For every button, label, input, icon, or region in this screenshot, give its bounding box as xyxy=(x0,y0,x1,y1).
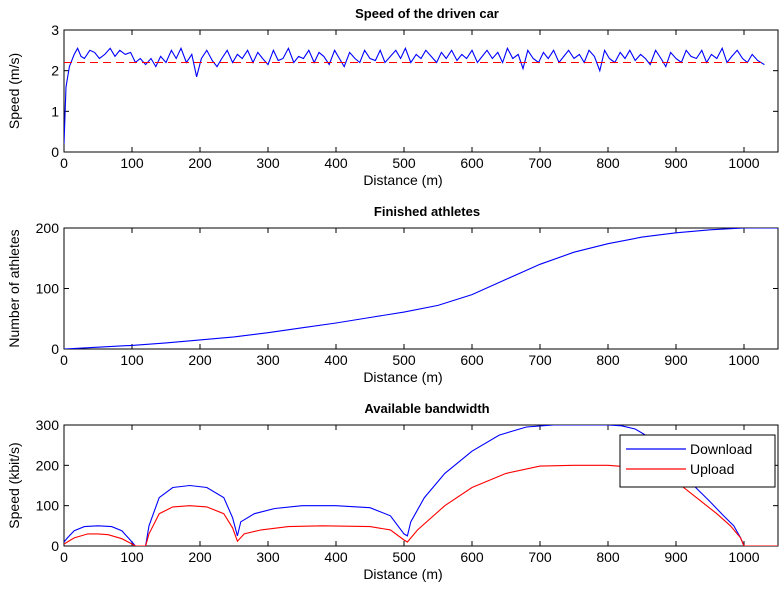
x-tick-label: 500 xyxy=(392,352,416,368)
plot-area xyxy=(63,29,779,153)
y-axis-label: Number of athletes xyxy=(6,229,22,347)
x-tick-label: 0 xyxy=(60,155,68,171)
x-axis-label: Distance (m) xyxy=(363,369,442,385)
x-axis-label: Distance (m) xyxy=(363,566,442,582)
plot-area xyxy=(63,227,779,350)
x-tick-label: 600 xyxy=(460,549,484,565)
x-tick-label: 400 xyxy=(324,549,348,565)
x-tick-label: 400 xyxy=(324,352,348,368)
x-tick-label: 600 xyxy=(460,352,484,368)
chart-title: Speed of the driven car xyxy=(355,6,499,21)
x-tick-label: 700 xyxy=(528,549,552,565)
legend-label-download: Download xyxy=(690,441,752,457)
x-tick-label: 900 xyxy=(664,155,688,171)
x-tick-label: 1000 xyxy=(728,155,759,171)
chart-1: 0 100 200 300 400 500 600 700 800 900 1000 0 1 2 3 Spee… xyxy=(6,6,779,188)
x-tick-label: 800 xyxy=(596,155,620,171)
y-tick-label: 1 xyxy=(51,103,59,119)
x-tick-label: 900 xyxy=(664,352,688,368)
y-tick-label: 0 xyxy=(51,144,59,160)
x-tick-label: 500 xyxy=(392,549,416,565)
legend-box xyxy=(619,434,776,488)
series-1-line xyxy=(64,46,765,144)
x-tick-label: 500 xyxy=(392,155,416,171)
y-tick-label: 200 xyxy=(36,220,60,236)
x-tick-label: 1000 xyxy=(728,549,759,565)
x-tick-label: 1000 xyxy=(728,352,759,368)
y-axis-label: Speed (m/s) xyxy=(6,53,22,129)
x-tick-label: 400 xyxy=(324,155,348,171)
y-axis-label: Speed (kbit/s) xyxy=(6,442,22,528)
x-tick-label: 800 xyxy=(596,549,620,565)
x-tick-label: 100 xyxy=(120,352,144,368)
legend-label-upload: Upload xyxy=(690,461,734,477)
y-tick-label: 100 xyxy=(36,281,60,297)
series-1-line xyxy=(64,228,778,349)
x-tick-label: 700 xyxy=(528,155,552,171)
y-tick-label: 3 xyxy=(51,22,59,38)
chart-title: Finished athletes xyxy=(374,204,480,219)
x-axis-label: Distance (m) xyxy=(363,172,442,188)
x-tick-label: 700 xyxy=(528,352,552,368)
y-tick-label: 300 xyxy=(36,417,60,433)
chart-3: 0 100 200 300 400 500 600 700 800 900 1000 0 100 200 3… xyxy=(6,401,779,582)
x-tick-label: 300 xyxy=(256,549,280,565)
x-tick-label: 200 xyxy=(188,155,212,171)
chart-2: 0 100 200 300 400 500 600 700 800 900 1000 0 100 200 F… xyxy=(6,204,779,385)
x-tick-label: 800 xyxy=(596,352,620,368)
x-tick-label: 0 xyxy=(60,352,68,368)
x-tick-label: 200 xyxy=(188,352,212,368)
y-tick-label: 200 xyxy=(36,457,60,473)
y-tick-label: 0 xyxy=(51,341,59,357)
x-tick-label: 900 xyxy=(664,549,688,565)
x-tick-label: 100 xyxy=(120,549,144,565)
x-tick-label: 100 xyxy=(120,155,144,171)
x-tick-label: 300 xyxy=(256,352,280,368)
y-tick-label: 0 xyxy=(51,538,59,554)
x-tick-label: 600 xyxy=(460,155,484,171)
legend: Download Upload xyxy=(619,434,776,488)
chart-title: Available bandwidth xyxy=(364,401,489,416)
x-tick-label: 0 xyxy=(60,549,68,565)
x-tick-label: 300 xyxy=(256,155,280,171)
y-tick-label: 100 xyxy=(36,498,60,514)
x-tick-label: 200 xyxy=(188,549,212,565)
y-tick-label: 2 xyxy=(51,63,59,79)
